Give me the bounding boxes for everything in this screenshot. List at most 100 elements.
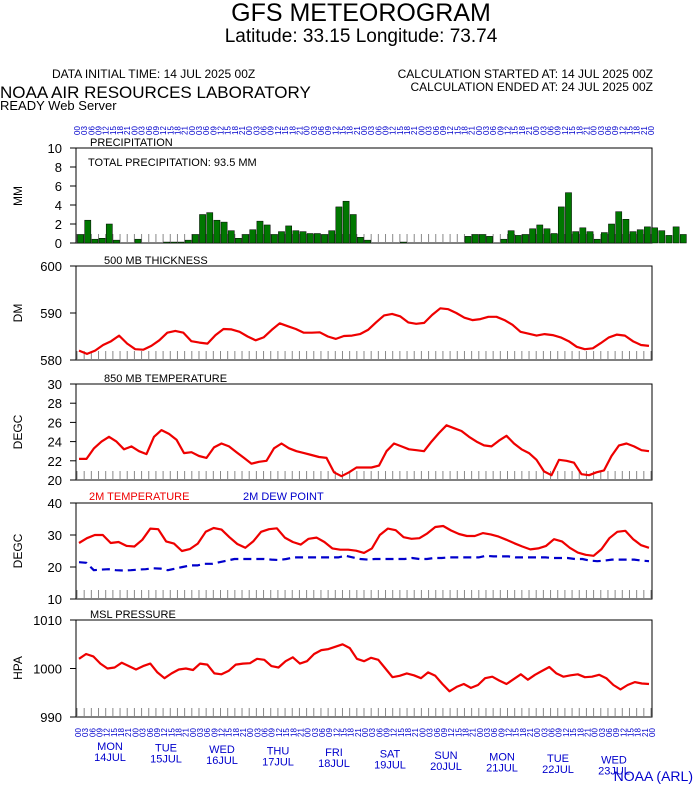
top-hour-label: 09 (496, 126, 505, 135)
top-hour-label: 18 (518, 126, 527, 135)
bottom-hour-label: 09 (268, 728, 277, 737)
precip-bar (177, 241, 185, 244)
precip-bar (314, 233, 321, 244)
y-tick-label: 6 (55, 179, 62, 194)
top-hour-label: 03 (195, 126, 204, 135)
precip-bar (170, 241, 178, 244)
y-tick-label: 30 (48, 528, 62, 543)
top-hour-label: 00 (130, 126, 139, 135)
bottom-hour-label: 18 (634, 728, 643, 737)
bottom-hour-label: 21 (182, 728, 191, 737)
top-hour-label: 03 (252, 126, 261, 135)
bottom-hour-label: 00 (304, 728, 313, 737)
bottom-hour-label: 00 (648, 728, 657, 737)
precip-bar (98, 238, 106, 244)
precip-bar (335, 206, 343, 244)
chart-subtitle: Latitude: 33.15 Longitude: 73.74 (225, 26, 498, 47)
top-hour-label: 12 (504, 126, 513, 135)
top-hour-label: 18 (403, 126, 412, 135)
y-ticks: 0 2 4 6 8 10 (48, 141, 76, 251)
y-tick-label: 1000 (33, 662, 62, 677)
top-hour-label: 15 (166, 126, 175, 135)
bottom-hour-label: 06 (88, 728, 97, 737)
top-hour-label: 03 (539, 126, 548, 135)
top-hour-label: 09 (554, 126, 563, 135)
bottom-hour-label: 06 (318, 728, 327, 737)
bottom-hour-label: 06 (433, 728, 442, 737)
precip-bar (321, 234, 328, 244)
top-hour-label: 12 (331, 126, 340, 135)
precip-bar (113, 239, 120, 244)
precip-bar (84, 219, 92, 244)
top-hour-label: 00 (303, 126, 312, 135)
panel-frame (75, 383, 653, 481)
bottom-hour-label: 21 (469, 728, 478, 737)
bottom-hour-label: 15 (512, 728, 521, 737)
y-axis-label: HPA (11, 656, 25, 680)
precip-bar (227, 230, 235, 244)
bottom-hour-label: 06 (375, 728, 384, 737)
legend-2m-dew-point: 2M DEW POINT (243, 491, 324, 503)
y-tick-label: 28 (48, 396, 62, 411)
bottom-hour-label: 18 (404, 728, 413, 737)
day-of-week-label: SUN (434, 750, 457, 762)
top-hour-label: 03 (597, 126, 606, 135)
bottom-hour-label: 00 (361, 728, 370, 737)
precip-bar (235, 238, 242, 244)
bottom-hour-label: 15 (282, 728, 291, 737)
top-hour-label: 12 (159, 126, 168, 135)
precip-bar (306, 233, 314, 244)
precipitation-panel: PRECIPITATION TOTAL PRECIPITATION: 93.5 … (11, 137, 687, 251)
total-precip-annotation: TOTAL PRECIPITATION: 93.5 MM (88, 157, 257, 169)
top-hour-label: 15 (224, 126, 233, 135)
precip-bar (522, 234, 529, 244)
y-tick-label: 0 (55, 236, 62, 251)
top-hour-label: 00 (475, 126, 484, 135)
precip-bar (263, 224, 271, 244)
bottom-hour-label: 15 (339, 728, 348, 737)
t850-line (76, 424, 652, 479)
top-hour-label: 15 (281, 126, 290, 135)
bottom-hour-label: 06 (146, 728, 155, 737)
precip-bar (299, 231, 307, 244)
top-hour-label: 18 (460, 126, 469, 135)
calc-started: CALCULATION STARTED AT: 14 JUL 2025 00Z (398, 67, 653, 81)
date-label: 21JUL (486, 763, 518, 775)
top-hour-label: 03 (80, 126, 89, 135)
bottom-hour-label: 03 (368, 728, 377, 737)
panel-frame (75, 265, 653, 361)
panel-frame (75, 147, 653, 244)
top-hour-label: 18 (633, 126, 642, 135)
precip-bar (199, 214, 206, 244)
bottom-hour-label: 09 (153, 728, 162, 737)
top-hour-label: 06 (87, 126, 96, 135)
bottom-hour-label: 15 (225, 728, 234, 737)
top-hour-label: 00 (590, 126, 599, 135)
precip-bar (565, 192, 572, 244)
bottom-hour-label: 15 (626, 728, 635, 737)
thickness-line (76, 307, 652, 359)
bottom-hour-label: 06 (548, 728, 557, 737)
bottom-hour-label: 21 (239, 728, 248, 737)
day-of-week-label: TUE (155, 743, 177, 755)
top-hour-label: 09 (95, 126, 104, 135)
precip-bar (615, 211, 623, 244)
precip-bar (77, 234, 84, 244)
top-hour-label: 12 (389, 126, 398, 135)
precip-bar (529, 228, 536, 244)
bottom-hour-label: 12 (447, 728, 456, 737)
top-hour-label: 21 (353, 126, 362, 135)
y-tick-label: 600 (40, 259, 62, 274)
top-hour-label: 15 (568, 126, 577, 135)
bottom-hour-label: 12 (218, 728, 227, 737)
top-hour-label: 21 (640, 126, 649, 135)
precip-bar (651, 227, 658, 244)
date-label: 18JUL (318, 758, 350, 770)
bottom-hour-label: 18 (117, 728, 126, 737)
precip-bar (543, 228, 551, 244)
top-hour-label: 21 (525, 126, 534, 135)
y-tick-label: 8 (55, 160, 62, 175)
y-tick-label: 4 (55, 198, 62, 213)
precip-bar (679, 234, 687, 244)
y-tick-label: 24 (48, 435, 62, 450)
